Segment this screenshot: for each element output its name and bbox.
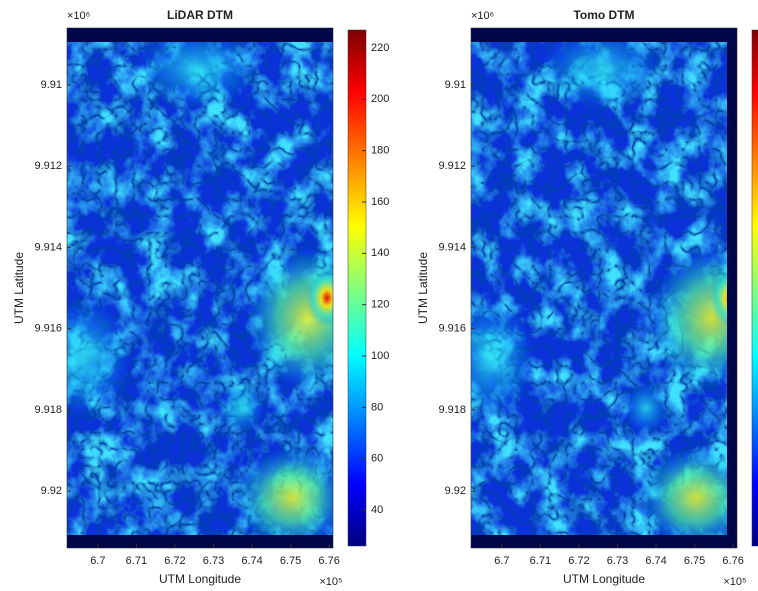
x-tick-label: 6.7 — [90, 555, 105, 567]
nodata-strip — [471, 535, 737, 548]
y-tick-label: 9.914 — [438, 241, 466, 253]
plot-frame — [66, 27, 334, 549]
heatmap-panel: 6.7 6.71 6.72 6.73 6.74 6.75 6.76 9.91 9.912 9.91… — [416, 8, 758, 588]
plot-frame — [470, 27, 738, 549]
y-tick-label: 9.918 — [34, 404, 62, 416]
x-tick-label: 6.7 — [494, 555, 509, 567]
y-tick-label: 9.916 — [34, 323, 62, 335]
y-tick-label: 9.918 — [438, 404, 466, 416]
x-tick-label: 6.75 — [280, 555, 301, 567]
nodata-strip — [67, 535, 333, 548]
heatmap-panel: 6.7 6.71 6.72 6.73 6.74 6.75 6.76 9.91 9.912 9.91… — [12, 8, 389, 588]
colorbar — [751, 29, 758, 547]
y-tick-label: 9.92 — [445, 485, 466, 497]
colorbar-tick-label: 160 — [371, 196, 389, 208]
x-tick-label: 6.72 — [164, 555, 185, 567]
y-axis-label: UTM Latitude — [12, 252, 26, 324]
colorbar-tick-label: 100 — [371, 350, 389, 362]
y-tick-label: 9.91 — [445, 79, 466, 91]
x-axis-label: UTM Longitude — [159, 572, 241, 586]
highland — [220, 383, 264, 433]
x-tick-label: 6.71 — [530, 555, 551, 567]
heatmap-image — [471, 28, 737, 548]
highland — [541, 28, 661, 108]
x-tick-label: 6.75 — [684, 555, 705, 567]
nodata-strip — [471, 28, 737, 42]
heatmap-image — [67, 28, 333, 548]
nodata-strip — [67, 28, 333, 42]
x-tick-label: 6.73 — [607, 555, 628, 567]
highland — [624, 383, 668, 433]
y-tick-label: 9.92 — [41, 485, 62, 497]
x-tick-label: 6.73 — [203, 555, 224, 567]
y-exponent: ×10⁶ — [67, 10, 90, 22]
highland — [137, 28, 257, 108]
colorbar-tick-label: 60 — [371, 453, 383, 465]
y-exponent: ×10⁶ — [471, 10, 494, 22]
highland — [237, 448, 333, 548]
highland — [67, 298, 130, 418]
chart-title: LiDAR DTM — [167, 8, 233, 22]
y-tick-label: 9.916 — [438, 323, 466, 335]
x-tick-label: 6.74 — [241, 555, 262, 567]
x-exponent: ×10⁵ — [723, 576, 746, 588]
y-tick-label: 9.912 — [34, 160, 62, 172]
peak — [307, 270, 333, 326]
y-tick-label: 9.914 — [34, 241, 62, 253]
y-tick-label: 9.912 — [438, 160, 466, 172]
chart-title: Tomo DTM — [573, 8, 634, 22]
colorbar-tick-label: 220 — [371, 42, 389, 54]
x-tick-label: 6.76 — [318, 555, 339, 567]
y-axis-label: UTM Latitude — [416, 252, 430, 324]
colorbar-tick-label: 200 — [371, 93, 389, 105]
x-tick-label: 6.72 — [568, 555, 589, 567]
x-tick-label: 6.71 — [126, 555, 147, 567]
x-tick-label: 6.76 — [722, 555, 743, 567]
colorbar-tick-label: 40 — [371, 504, 383, 516]
colorbar-tick-label: 120 — [371, 299, 389, 311]
y-tick-label: 9.91 — [41, 79, 62, 91]
colorbar-tick-label: 80 — [371, 401, 383, 413]
x-tick-label: 6.74 — [645, 555, 666, 567]
x-axis-label: UTM Longitude — [563, 572, 645, 586]
nodata-strip — [727, 28, 737, 548]
highland — [471, 298, 534, 418]
x-exponent: ×10⁵ — [319, 576, 342, 588]
colorbar — [347, 29, 367, 547]
colorbar-tick-label: 180 — [371, 145, 389, 157]
colorbar-tick-label: 140 — [371, 247, 389, 259]
highland — [641, 448, 737, 548]
